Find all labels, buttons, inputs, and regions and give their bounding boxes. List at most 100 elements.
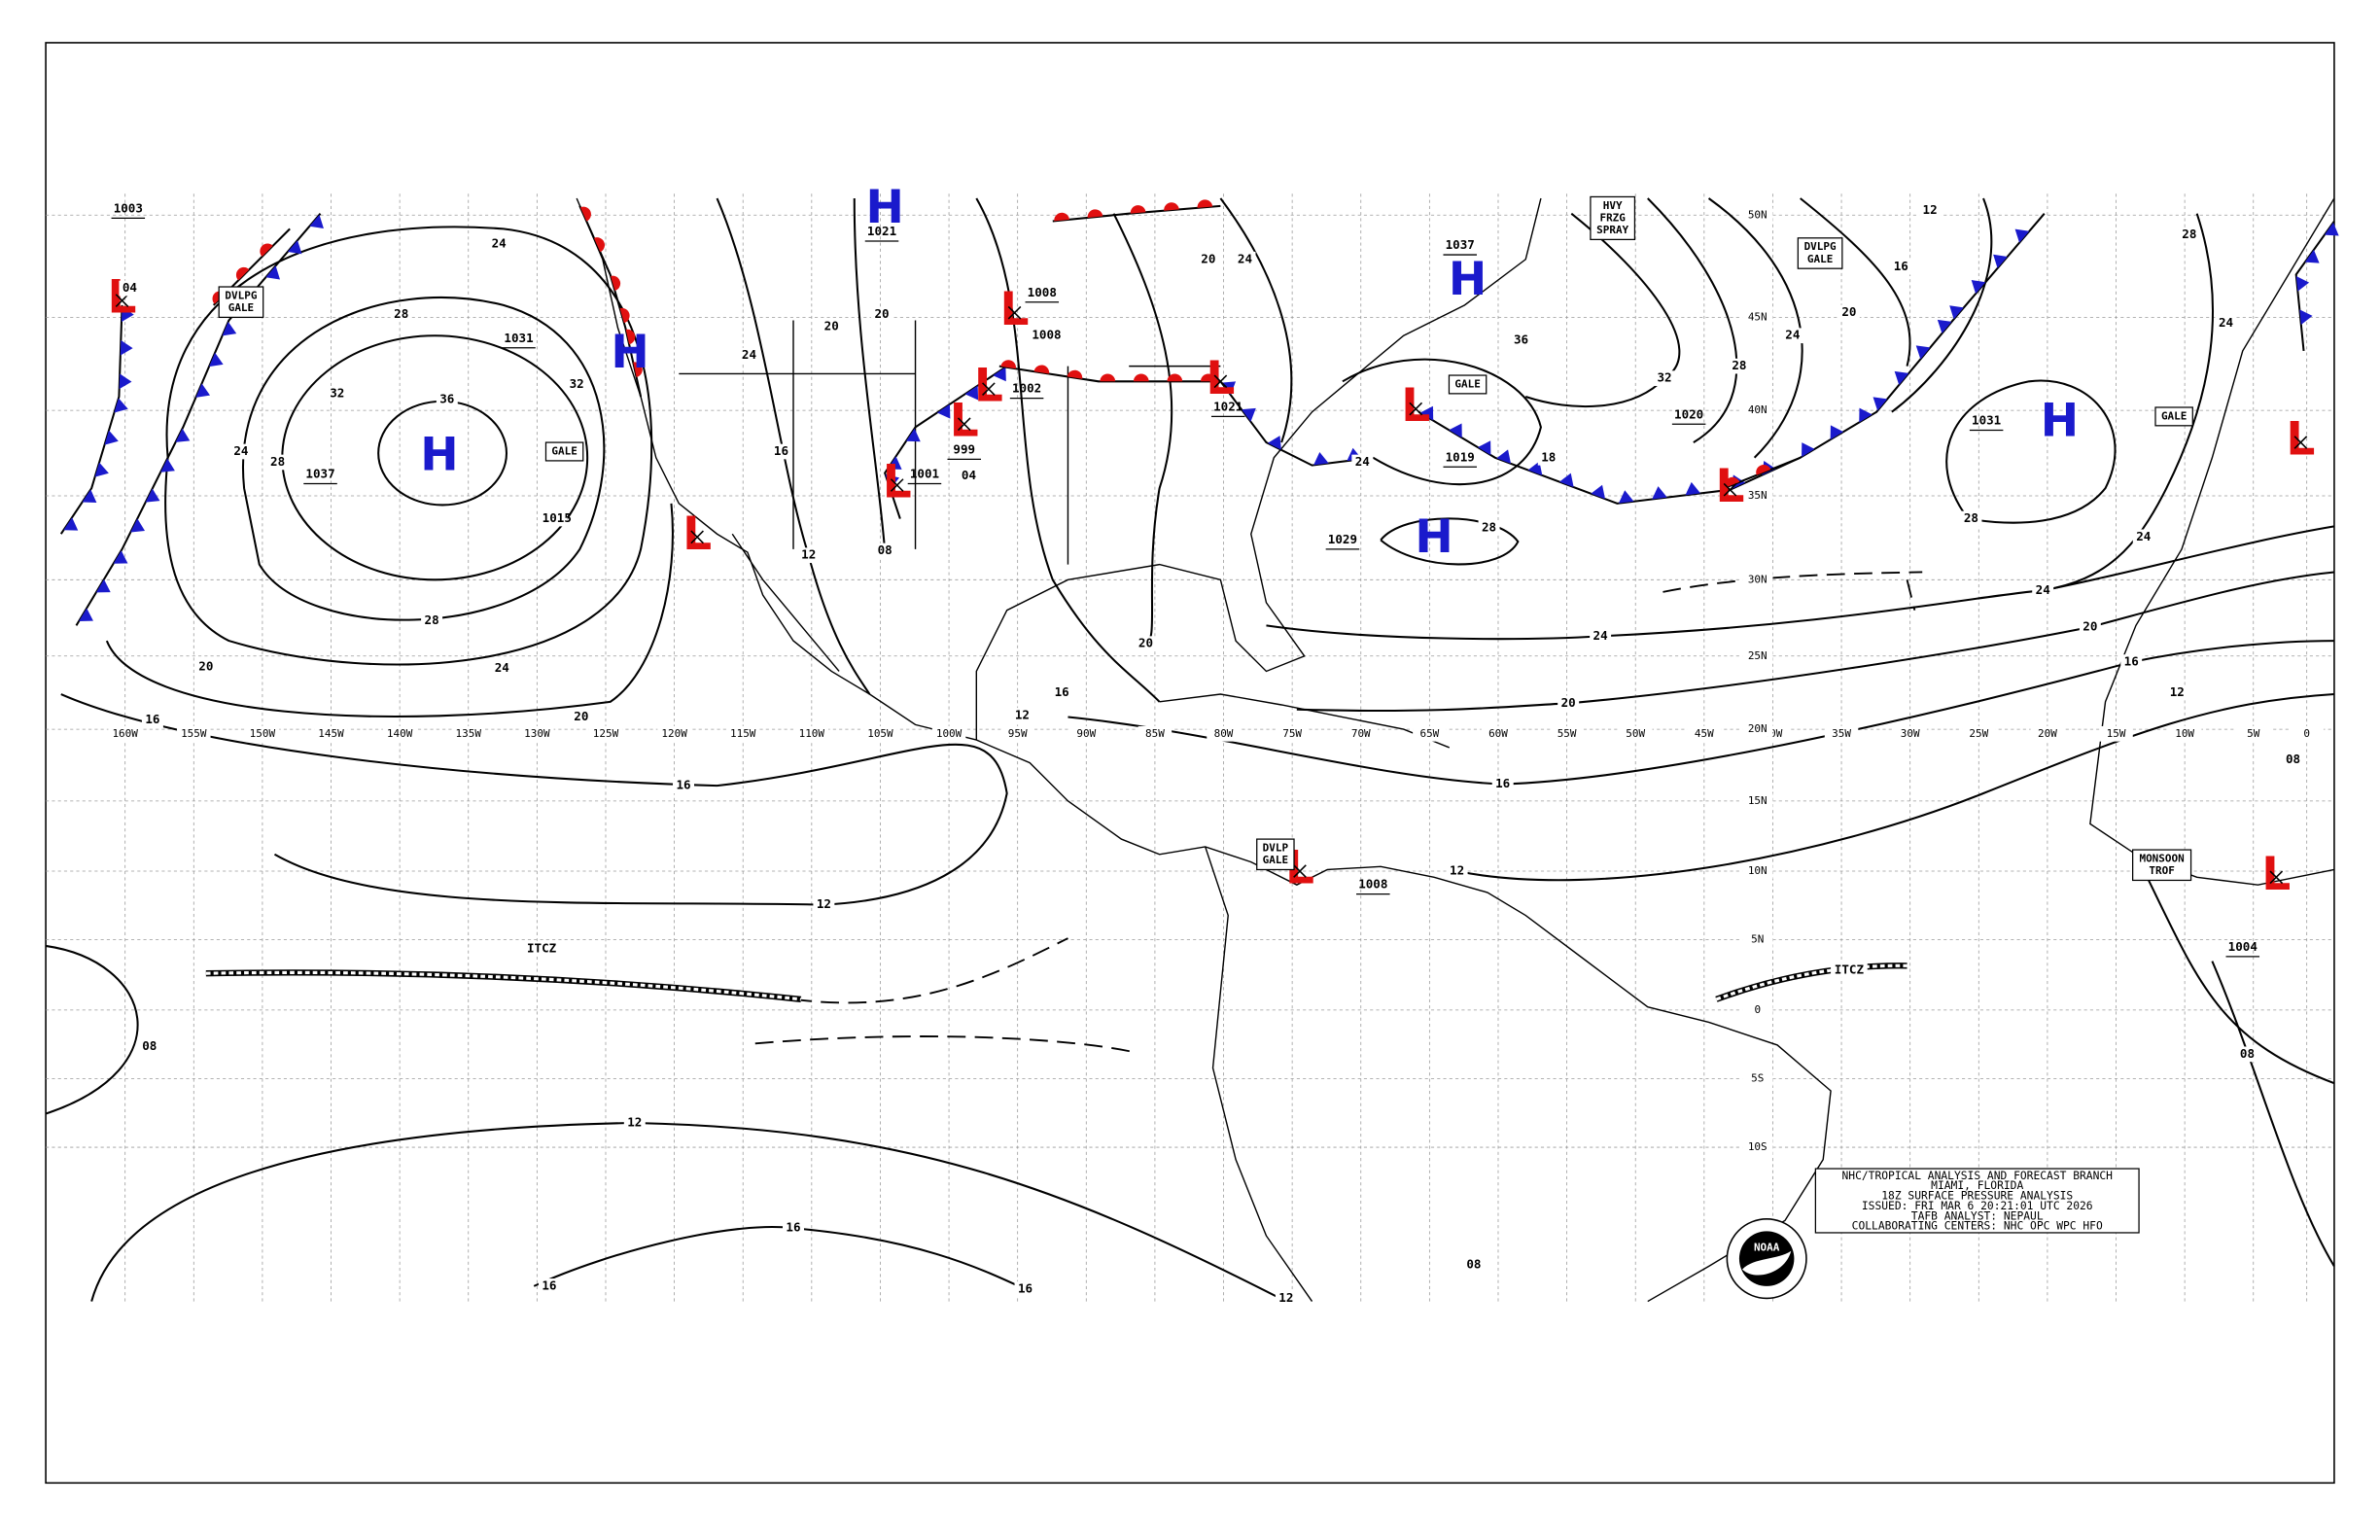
lon-label-bg [314, 725, 348, 742]
isobar-label: 1008 [1032, 328, 1061, 342]
central-pressure: 1021 [867, 224, 896, 238]
lon-label: 25W [1969, 727, 1988, 740]
isobar-label: 08 [878, 542, 892, 557]
isobar-label: 16 [1495, 776, 1510, 790]
isobar-label-bg [141, 712, 163, 728]
lon-label: 50W [1626, 727, 1645, 740]
isobar-label-bg [1462, 1257, 1485, 1273]
itcz-band-inner [1715, 963, 1908, 1001]
isobar-label-bg [1135, 636, 1157, 652]
high-pressure-center: H [1415, 510, 1452, 564]
lon-label: 130W [524, 727, 550, 740]
isobar-label: 16 [676, 778, 690, 792]
warm-front-pip [611, 275, 621, 292]
low-pressure-center: L [883, 456, 912, 509]
isobar-label: 24 [2036, 582, 2050, 597]
low-pressure-center: L [1401, 379, 1430, 433]
isobar-label-bg [1478, 520, 1500, 536]
isobar-label: 12 [1450, 863, 1464, 878]
isobar-label-bg [538, 1278, 560, 1294]
low-center-x [690, 530, 704, 544]
low-center-x [1723, 482, 1737, 497]
cold-front-pip [175, 428, 191, 442]
isobar-label: 24 [1593, 628, 1608, 643]
isobar-label-bg [2282, 752, 2304, 768]
lat-label-bg [1742, 863, 1773, 879]
lon-label-bg [520, 725, 554, 742]
lat-label: 5N [1751, 933, 1764, 946]
isobar-label-bg [2166, 684, 2188, 701]
itcz-label: ITCZ [527, 941, 557, 956]
warm-front [1052, 204, 1221, 223]
warning-text: HVY [1603, 199, 1623, 212]
grid [46, 193, 2334, 1302]
lat-label: 5S [1751, 1071, 1764, 1084]
warm-front-pip [1197, 199, 1213, 208]
warning-text: GALE [1263, 854, 1288, 866]
cold-front-pip [120, 339, 133, 356]
lon-label-bg [794, 725, 829, 742]
cold-front-pip [1859, 407, 1872, 423]
warm-front-pip [579, 206, 591, 222]
high-pressure-center: H [2041, 395, 2079, 448]
isobar-label-bg [1035, 328, 1058, 344]
warm-front-pip [1725, 476, 1740, 488]
lon-label: 100W [936, 727, 962, 740]
cold-front-pip [1419, 405, 1434, 421]
isobar-label: 36 [439, 392, 454, 406]
itcz-label-bg [1831, 962, 1868, 978]
isobar-label: 28 [394, 306, 408, 321]
isobar-label-bg [390, 306, 412, 323]
isobar-label-bg [566, 376, 588, 393]
lon-label: 15W [2107, 727, 2126, 740]
isobars [45, 197, 2335, 1303]
isobar-label-bg [1728, 358, 1750, 374]
isobar-label: 20 [874, 306, 889, 321]
isobar-label-bg [813, 896, 835, 913]
lat-label-bg [1742, 1070, 1773, 1087]
isobar-label: 12 [1015, 707, 1030, 721]
lat-label-bg [1742, 1001, 1773, 1018]
lon-label: 110W [799, 727, 825, 740]
lon-label-bg [108, 725, 142, 742]
cold-front-pip [1618, 490, 1634, 504]
central-pressure: 1008 [1028, 285, 1057, 299]
lon-label-bg [1344, 725, 1379, 742]
isobar [105, 503, 674, 718]
cold-front-pip [964, 385, 979, 401]
low-pressure-center: L [1000, 283, 1030, 336]
lat-label: 15N [1748, 794, 1768, 807]
warm-front-pip [1130, 205, 1146, 214]
low-center-x [1007, 305, 1022, 320]
low-center-x [1293, 864, 1307, 878]
isobar-label-bg [1537, 449, 1559, 466]
cold-front-pip [2299, 309, 2313, 325]
isobar-label-bg [1654, 370, 1676, 387]
warning-text: FRZG [1599, 211, 1626, 224]
cold-front-pip [208, 352, 224, 368]
isobar [241, 297, 606, 621]
lon-label-bg [1824, 725, 1859, 742]
central-pressure: 1037 [305, 467, 334, 481]
low-center-x [982, 382, 996, 396]
cold-front-pip [1496, 449, 1512, 464]
warm-front-pip [1200, 373, 1216, 382]
isobar-label: 32 [570, 376, 584, 391]
isobar-label: 18 [1541, 449, 1556, 464]
isobar-label-bg [436, 392, 458, 407]
central-pressure: 1020 [1674, 406, 1703, 421]
lon-label: 70W [1351, 727, 1371, 740]
isobar-label: 08 [142, 1038, 157, 1053]
isobar-label-bg [229, 443, 252, 460]
isobar [60, 693, 1008, 906]
lon-label-bg [588, 725, 623, 742]
isobar-label: 16 [145, 712, 159, 726]
isobar-label-bg [1838, 304, 1860, 321]
warning-box [2132, 849, 2192, 882]
isobar-label-bg [821, 318, 843, 334]
cold-front-pip [2295, 276, 2310, 292]
isobar-label-bg [1351, 454, 1374, 471]
isobar-label-bg [1919, 202, 1942, 219]
isobar-label-bg [1491, 776, 1514, 792]
isobar-label-bg [2132, 529, 2154, 545]
